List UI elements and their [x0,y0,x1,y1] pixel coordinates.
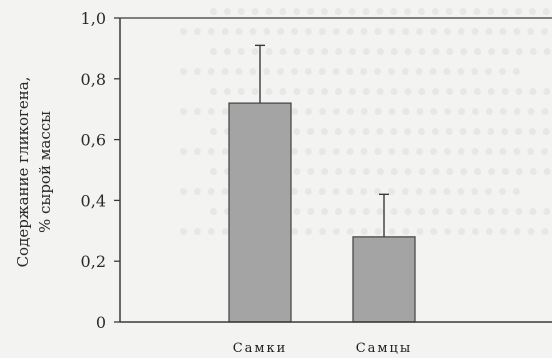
show-through-line [180,68,520,76]
show-through-line [180,228,552,236]
y-tick-label: 0,4 [81,191,106,210]
y-axis-label: Содержание гликогена, % сырой массы [14,77,54,268]
y-axis-label-line-1: Содержание гликогена, [14,77,32,268]
bar-1 [228,102,292,323]
bar-2 [352,236,416,323]
y-tick-label: 0,2 [81,252,106,271]
show-through-line [210,8,550,16]
y-tick-label: 0,6 [81,131,106,150]
show-through-line [210,48,552,56]
x-category-labels: Самки Самцы [233,341,413,356]
show-through-line [180,188,520,196]
y-tick-label: 1,0 [81,9,106,28]
show-through-line [210,128,550,136]
x-category-label: Самки [233,341,288,356]
y-axis-label-line-2: % сырой массы [36,111,54,233]
bars [228,44,416,323]
show-through-line [180,148,552,156]
y-tick-labels: 0 0,2 0,4 0,6 0,8 1,0 [81,9,106,332]
show-through-line [180,108,552,116]
show-through-line [210,168,552,176]
y-tick-label: 0,8 [81,70,106,89]
y-tick-label: 0 [96,313,106,332]
show-through-line [180,28,552,36]
x-category-label: Самцы [356,341,413,356]
show-through-line [210,208,552,216]
show-through-line [210,88,552,96]
axes [114,17,552,323]
